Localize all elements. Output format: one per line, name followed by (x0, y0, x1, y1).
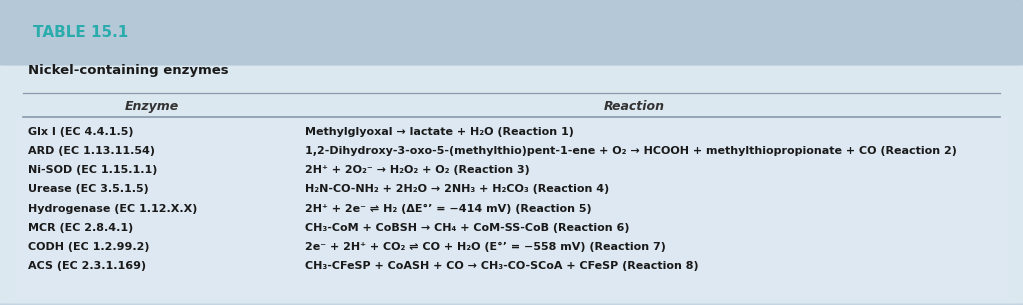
Text: MCR (EC 2.8.4.1): MCR (EC 2.8.4.1) (28, 223, 133, 233)
Text: Reaction: Reaction (604, 100, 665, 113)
Text: Glx I (EC 4.4.1.5): Glx I (EC 4.4.1.5) (28, 127, 133, 137)
Bar (5, 43, 1018, 61)
Text: CH₃-CoM + CoBSH → CH₄ + CoM-SS-CoB (Reaction 6): CH₃-CoM + CoBSH → CH₄ + CoM-SS-CoB (Reac… (305, 223, 629, 233)
Bar (15, 116, 1008, 299)
Text: Methylglyoxal → lactate + H₂O (Reaction 1): Methylglyoxal → lactate + H₂O (Reaction … (305, 127, 574, 137)
Text: CODH (EC 1.2.99.2): CODH (EC 1.2.99.2) (28, 242, 149, 252)
FancyBboxPatch shape (0, 0, 1023, 66)
Text: 2H⁺ + 2O₂⁻ → H₂O₂ + O₂ (Reaction 3): 2H⁺ + 2O₂⁻ → H₂O₂ + O₂ (Reaction 3) (305, 165, 530, 175)
Text: H₂N-CO-NH₂ + 2H₂O → 2NH₃ + H₂CO₃ (Reaction 4): H₂N-CO-NH₂ + 2H₂O → 2NH₃ + H₂CO₃ (Reacti… (305, 185, 609, 194)
Text: Enzyme: Enzyme (124, 100, 179, 113)
Text: Nickel-containing enzymes: Nickel-containing enzymes (28, 64, 228, 77)
Text: Hydrogenase (EC 1.12.X.X): Hydrogenase (EC 1.12.X.X) (28, 204, 197, 213)
Text: 2e⁻ + 2H⁺ + CO₂ ⇌ CO + H₂O (E°’ = −558 mV) (Reaction 7): 2e⁻ + 2H⁺ + CO₂ ⇌ CO + H₂O (E°’ = −558 m… (305, 242, 666, 252)
Text: Urease (EC 3.5.1.5): Urease (EC 3.5.1.5) (28, 185, 148, 194)
Text: TABLE 15.1: TABLE 15.1 (33, 24, 128, 40)
Text: CH₃-CFeSP + CoASH + CO → CH₃-CO-SCoA + CFeSP (Reaction 8): CH₃-CFeSP + CoASH + CO → CH₃-CO-SCoA + C… (305, 261, 699, 271)
Text: ACS (EC 2.3.1.169): ACS (EC 2.3.1.169) (28, 261, 145, 271)
Text: 2H⁺ + 2e⁻ ⇌ H₂ (ΔE°’ = −414 mV) (Reaction 5): 2H⁺ + 2e⁻ ⇌ H₂ (ΔE°’ = −414 mV) (Reactio… (305, 203, 591, 214)
Text: 1,2-Dihydroxy-3-oxo-5-(methylthio)pent-1-ene + O₂ → HCOOH + methylthiopropionate: 1,2-Dihydroxy-3-oxo-5-(methylthio)pent-1… (305, 146, 957, 156)
Text: Ni-SOD (EC 1.15.1.1): Ni-SOD (EC 1.15.1.1) (28, 165, 157, 175)
Text: ARD (EC 1.13.11.54): ARD (EC 1.13.11.54) (28, 146, 154, 156)
